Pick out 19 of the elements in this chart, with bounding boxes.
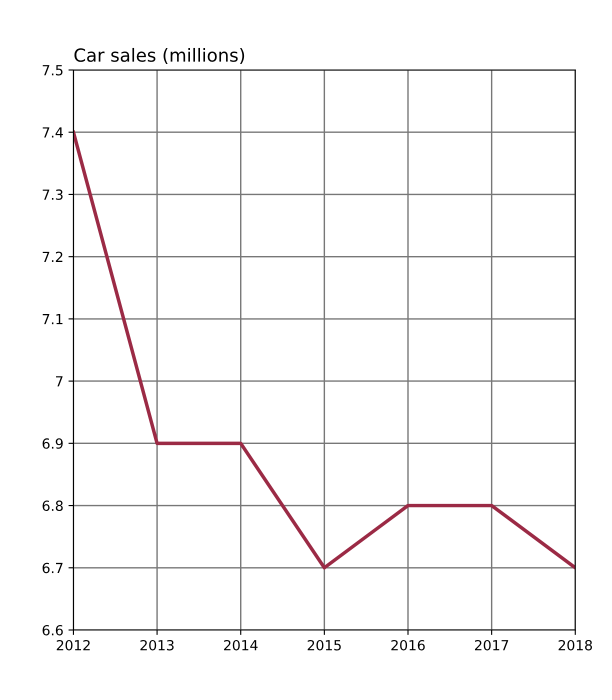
y-tick-label: 6.9 xyxy=(42,438,63,449)
y-tick-label: 6.7 xyxy=(42,562,63,574)
y-tick-label: 6.8 xyxy=(42,500,63,512)
x-tick-label: 2013 xyxy=(140,640,174,650)
y-tick-label: 7.1 xyxy=(42,314,62,324)
x-tick-label: 2017 xyxy=(474,640,508,650)
y-tick-label: 7 xyxy=(56,376,63,386)
y-tick-label: 7.2 xyxy=(42,252,62,262)
y-tick-label: 6.6 xyxy=(42,624,63,636)
y-tick-label: 7.5 xyxy=(42,65,63,76)
y-tick-label: 7.4 xyxy=(42,127,63,138)
y-tick-label: 7.3 xyxy=(42,189,63,200)
chart-title: Car sales (millions) xyxy=(74,48,244,64)
line-series xyxy=(73,130,576,570)
x-tick-label: 2014 xyxy=(224,640,258,650)
x-tick-label: 2012 xyxy=(56,640,90,650)
x-tick-label: 2018 xyxy=(558,640,592,650)
x-tick-label: 2015 xyxy=(308,640,341,650)
x-tick-label: 2016 xyxy=(391,640,425,650)
